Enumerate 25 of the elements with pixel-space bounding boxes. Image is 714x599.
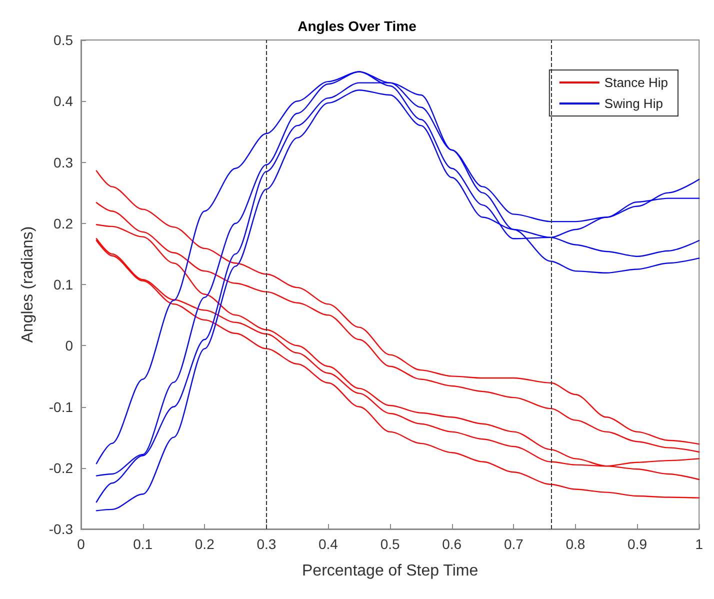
y-tick-label: 0.5 [54,32,74,48]
x-tick-label: 0.1 [133,536,153,552]
x-tick-label: 0.2 [194,536,215,552]
x-tick-label: 0.7 [504,536,524,552]
y-tick-label: 0 [65,338,74,354]
x-tick-label: 0.4 [318,536,338,552]
x-tick-label: 0.3 [256,536,276,552]
x-tick-label: 0.8 [566,536,586,552]
x-tick-label: 0.5 [380,536,400,552]
x-tick-label: 0.6 [442,536,462,552]
y-tick-label: -0.1 [48,398,74,415]
y-tick-label: 0.1 [54,276,74,292]
x-tick-label: 0 [77,536,86,552]
x-axis-title: Percentage of Step Time [302,562,478,580]
legend-label: Stance Hip [604,75,668,90]
y-tick-label: 0.2 [54,215,74,232]
y-tick-label: -0.2 [48,460,74,476]
y-axis-title: Angles (radians) [20,226,36,343]
y-tick-label: 0.3 [54,154,74,170]
y-tick-label: -0.3 [48,521,74,537]
x-tick-label: 1 [695,536,704,552]
y-tick-label: 0.4 [54,93,74,110]
chart-title: Angles Over Time [298,18,417,34]
x-tick-label: 0.9 [628,536,648,552]
legend-label: Swing Hip [604,96,663,111]
